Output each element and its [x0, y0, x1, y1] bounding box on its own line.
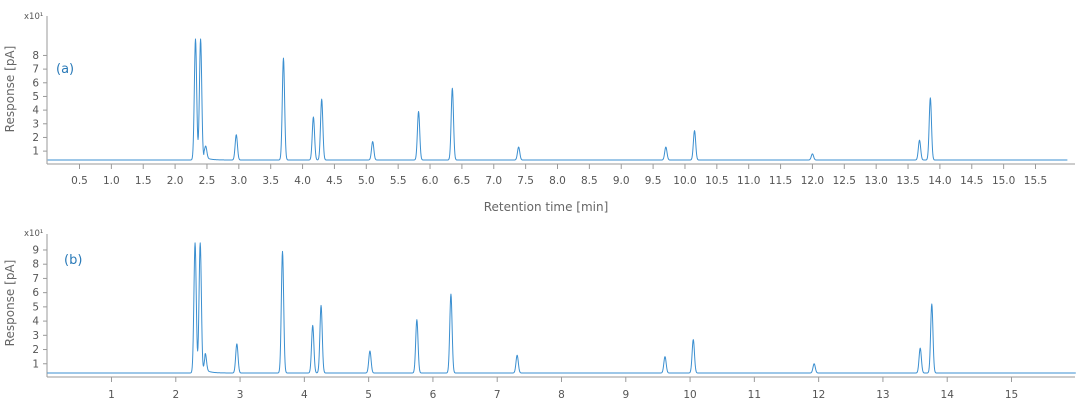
y-tick-label: 7: [32, 64, 39, 76]
y-tick-label: 1: [32, 146, 39, 158]
x-tick-label: 3.0: [230, 175, 247, 187]
x-tick-label: 2.5: [199, 175, 216, 187]
x-tick-label: 12: [812, 389, 825, 401]
y-exponent-label: x10¹: [24, 12, 43, 22]
x-tick-label: 4: [301, 389, 308, 401]
y-tick-label: 1: [32, 358, 39, 370]
x-tick-label: 9.5: [645, 175, 662, 187]
y-tick-label: 8: [32, 259, 39, 271]
x-tick-label: 7.0: [485, 175, 502, 187]
chromatogram-trace: [48, 39, 1068, 160]
x-tick-label: 13.5: [896, 175, 919, 187]
x-tick-label: 7: [494, 389, 501, 401]
chromatogram-trace: [47, 243, 1076, 373]
x-tick-label: 14.5: [960, 175, 983, 187]
x-axis-title: Retention time [min]: [484, 200, 609, 214]
panel-a: 1 2 34 5 67 8 x10¹ 0.5 1.0 1.5 2.0 2.5 3.0 3.5 4.0 4.5 5…: [3, 12, 1075, 214]
x-tick-label: 8: [558, 389, 565, 401]
x-tick-label: 7.5: [517, 175, 534, 187]
panel-label: (b): [64, 253, 82, 268]
y-exponent-label: x10¹: [24, 229, 43, 239]
x-tick-label: 11.0: [737, 175, 760, 187]
y-axis-title: Response [pA]: [3, 260, 17, 347]
x-tick-label: 0.5: [71, 175, 88, 187]
x-tick-label: 15: [1005, 389, 1018, 401]
x-tick-label: 8.5: [581, 175, 598, 187]
y-tick-label: 9: [32, 244, 39, 256]
x-tick-label: 12.0: [801, 175, 824, 187]
x-tick-label: 10.5: [705, 175, 728, 187]
x-tick-label: 10: [683, 389, 696, 401]
x-tick-label: 9.0: [613, 175, 630, 187]
x-tick-label: 13.0: [864, 175, 887, 187]
x-tick-label: 10.0: [673, 175, 696, 187]
panel-label: (a): [56, 62, 74, 77]
y-tick-label: 7: [32, 273, 39, 285]
y-tick-label: 8: [32, 50, 39, 62]
y-tick-label: 3: [32, 118, 39, 130]
x-tick-label: 8.0: [549, 175, 566, 187]
x-tick-label: 3.5: [262, 175, 279, 187]
x-tick-label: 1.5: [135, 175, 152, 187]
x-tick-label: 2: [172, 389, 179, 401]
x-tick-label: 6.5: [454, 175, 471, 187]
x-tick-label: 4.5: [326, 175, 343, 187]
x-tick-label: 1.0: [103, 175, 120, 187]
y-tick-label: 5: [32, 91, 39, 103]
x-tick-label: 2.0: [167, 175, 184, 187]
y-tick-label: 4: [32, 105, 39, 117]
x-tick-label: 11.5: [769, 175, 792, 187]
x-tick-label: 5.5: [390, 175, 407, 187]
x-tick-label: 6.0: [422, 175, 439, 187]
x-tick-label: 3: [237, 389, 244, 401]
y-axis-title: Response [pA]: [3, 46, 17, 133]
y-tick-label: 3: [32, 330, 39, 342]
x-tick-label: 13: [876, 389, 889, 401]
x-tick-label: 1: [108, 389, 115, 401]
y-tick-label: 6: [32, 287, 39, 299]
x-tick-label: 11: [748, 389, 761, 401]
x-tick-label: 9: [622, 389, 629, 401]
y-tick-label: 2: [32, 132, 39, 144]
x-tick-label: 4.0: [294, 175, 311, 187]
x-tick-label: 5.0: [358, 175, 375, 187]
x-tick-label: 12.5: [833, 175, 856, 187]
x-tick-label: 15.5: [1024, 175, 1047, 187]
x-tick-label: 6: [430, 389, 437, 401]
x-tick-label: 14: [941, 389, 955, 401]
y-tick-label: 4: [32, 316, 39, 328]
y-tick-label: 2: [32, 344, 39, 356]
x-tick-label: 5: [365, 389, 372, 401]
y-tick-label: 6: [32, 77, 39, 89]
y-tick-label: 5: [32, 301, 39, 313]
x-tick-label: 15.0: [992, 175, 1015, 187]
x-tick-label: 14.0: [928, 175, 951, 187]
